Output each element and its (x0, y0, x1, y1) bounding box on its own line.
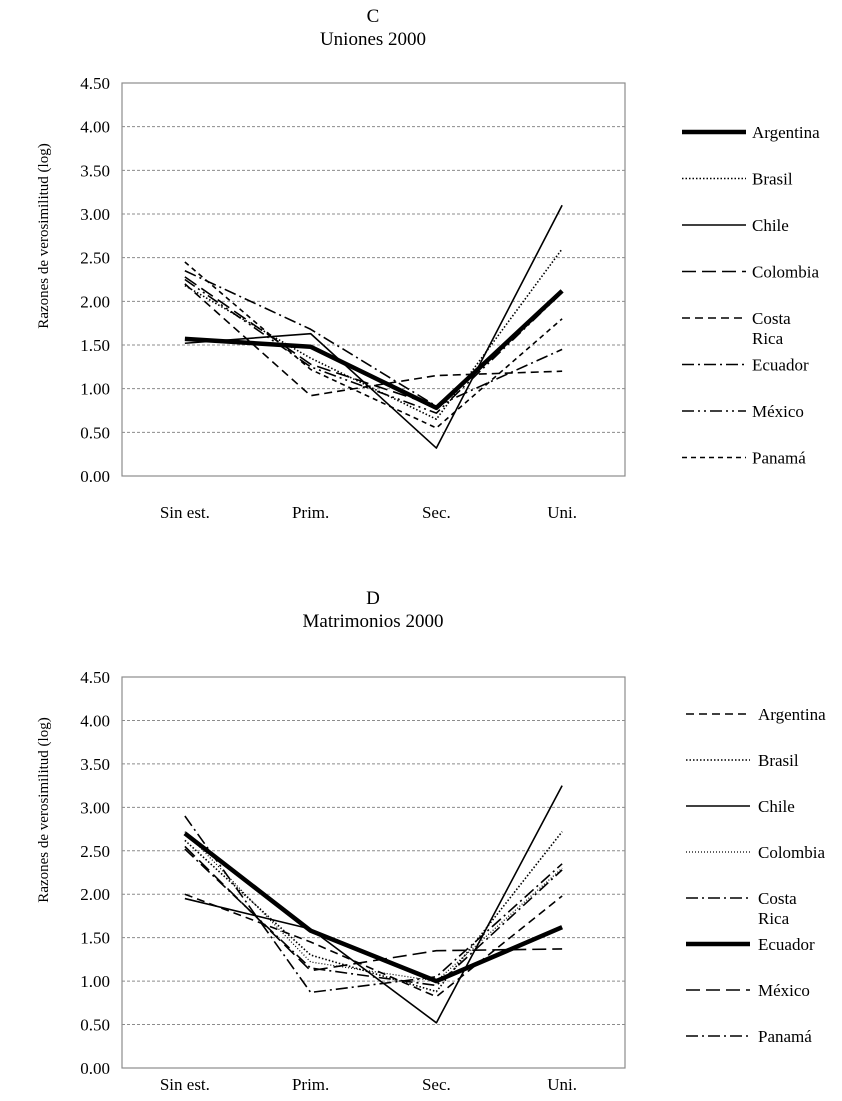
y-tick-label: 0.00 (80, 1059, 110, 1078)
y-tick-label: 1.50 (80, 336, 110, 355)
x-tick-label: Sin est. (160, 1075, 210, 1094)
chart-title: Uniones 2000 (320, 29, 426, 50)
y-tick-label: 2.00 (80, 885, 110, 904)
y-tick-label: 0.50 (80, 1016, 110, 1035)
series-line (184, 893, 563, 998)
legend-label: Costa Rica (758, 889, 797, 928)
series-line (184, 831, 563, 982)
legend-label: Costa Rica (752, 309, 791, 348)
legend-label: Colombia (752, 263, 820, 282)
x-tick-label: Uni. (547, 503, 577, 522)
y-tick-label: 0.50 (80, 423, 110, 442)
legend-label: Ecuador (752, 356, 809, 375)
plot-area (121, 82, 626, 477)
y-tick-label: 3.50 (80, 161, 110, 180)
chart-letter: C (367, 6, 380, 27)
series-line (184, 270, 563, 407)
x-tick-label: Prim. (292, 1075, 329, 1094)
legend-label: Colombia (758, 843, 826, 862)
series-line (184, 248, 563, 421)
y-tick-label: 2.50 (80, 842, 110, 861)
series-line (184, 204, 563, 449)
chart-uniones-2000: C Uniones 2000 Razones de verosimilitud … (36, 6, 820, 522)
series-line (183, 831, 564, 984)
legend-label: Panamá (752, 449, 806, 468)
series-line (184, 845, 563, 972)
legend-label: Argentina (758, 705, 826, 724)
series-line (184, 785, 563, 1024)
x-tick-label: Sec. (422, 503, 451, 522)
y-tick-label: 4.50 (80, 74, 110, 93)
y-tick-label: 3.00 (80, 798, 110, 817)
y-tick-label: 4.00 (80, 711, 110, 730)
series-line (184, 278, 563, 414)
legend-label: Argentina (752, 123, 820, 142)
y-tick-label: 2.00 (80, 292, 110, 311)
y-tick-label: 4.50 (80, 668, 110, 687)
y-tick-label: 2.50 (80, 249, 110, 268)
legend-label: Ecuador (758, 935, 815, 954)
legend-label: México (758, 981, 810, 1000)
y-tick-label: 1.50 (80, 929, 110, 948)
plot-area (121, 676, 626, 1069)
chart-letter: D (366, 588, 380, 609)
y-tick-label: 1.00 (80, 380, 110, 399)
y-axis-label: Razones de verosimilitud (log) (36, 143, 52, 328)
x-tick-label: Uni. (547, 1075, 577, 1094)
x-tick-label: Sec. (422, 1075, 451, 1094)
series-line (184, 831, 563, 993)
legend-label: Chile (752, 216, 789, 235)
y-tick-label: 3.00 (80, 205, 110, 224)
legend-label: Brasil (752, 170, 793, 189)
legend-label: México (752, 402, 804, 421)
series-line (184, 276, 563, 407)
series-line (184, 848, 563, 987)
legend-label: Brasil (758, 751, 799, 770)
y-tick-label: 3.50 (80, 755, 110, 774)
y-tick-label: 1.00 (80, 972, 110, 991)
series-line (184, 261, 563, 429)
legend-label: Panamá (758, 1027, 812, 1046)
x-tick-label: Sin est. (160, 503, 210, 522)
chart-title: Matrimonios 2000 (303, 611, 444, 632)
series-line (184, 815, 563, 994)
y-axis-label: Razones de verosimilitud (log) (36, 717, 52, 902)
legend-label: Chile (758, 797, 795, 816)
x-tick-label: Prim. (292, 503, 329, 522)
y-tick-label: 0.00 (80, 467, 110, 486)
chart-matrimonios-2000: D Matrimonios 2000 Razones de verosimili… (36, 588, 826, 1094)
y-tick-label: 4.00 (80, 118, 110, 137)
